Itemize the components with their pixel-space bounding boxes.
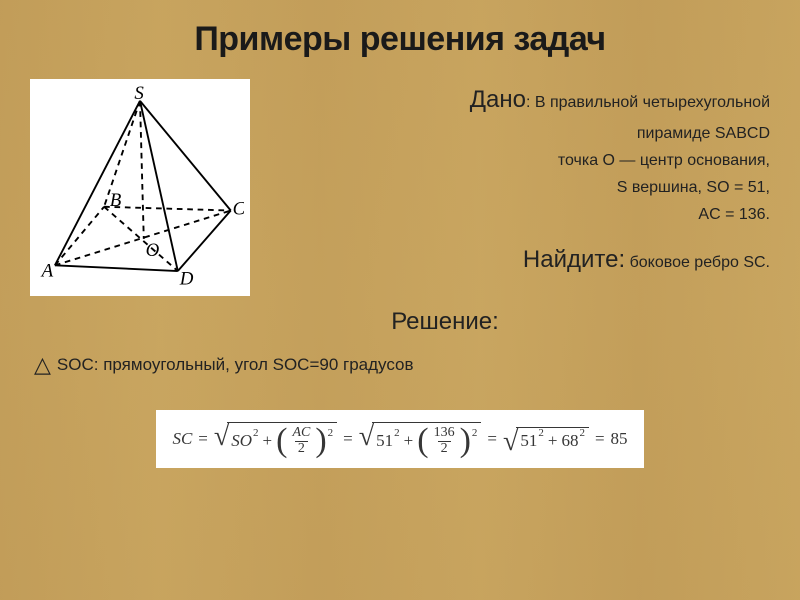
given-line-0: : В правильной четырехугольной <box>526 94 770 111</box>
sqrt-1: √ SO2 + ( AC 2 ) 2 <box>214 422 337 456</box>
triangle-text: SOC: прямоугольный, угол SOC=90 градусов <box>57 355 414 375</box>
vertex-b-label: B <box>110 190 122 211</box>
sqrt-2: √ 512 + ( 136 2 ) 2 <box>359 422 482 456</box>
given-line-4: AC = 136. <box>270 203 770 226</box>
vertex-d-label: D <box>179 268 194 285</box>
center-o-label: O <box>146 240 160 261</box>
formula-box: SC = √ SO2 + ( AC 2 ) 2 = <box>156 410 643 468</box>
given-title: Дано <box>470 86 526 113</box>
so-term: SO <box>231 431 252 451</box>
frac1-den: 2 <box>295 441 308 457</box>
page-title: Примеры решения задач <box>30 20 770 59</box>
given-line-3: S вершина, SO = 51, <box>270 176 770 199</box>
solution-label: Решение: <box>30 308 770 336</box>
frac2-num: 136 <box>431 426 458 441</box>
eq-4: = <box>595 429 605 449</box>
find-title: Найдите: <box>523 246 625 273</box>
so-exp: 2 <box>253 427 259 439</box>
given-line-2: точка O — центр основания, <box>270 149 770 172</box>
vertex-c-label: C <box>233 198 244 219</box>
vertex-a-label: A <box>40 261 54 282</box>
eq-3: = <box>487 429 497 449</box>
slide: Примеры решения задач S <box>0 0 800 600</box>
formula-lhs: SC <box>172 429 192 449</box>
frac2-den: 2 <box>438 441 451 457</box>
simp2-exp: 2 <box>579 427 585 439</box>
simp2: 68 <box>561 431 578 451</box>
pyramid-svg: S A B C D O <box>36 85 244 285</box>
vertex-s-label: S <box>134 85 144 104</box>
formula-wrap: SC = √ SO2 + ( AC 2 ) 2 = <box>30 410 770 468</box>
simp1-exp: 2 <box>538 427 544 439</box>
given-block: Дано: В правильной четырехугольной пирам… <box>270 79 770 281</box>
eq-1: = <box>198 429 208 449</box>
val1-exp: 2 <box>394 427 400 439</box>
frac2-exp: 2 <box>472 427 478 439</box>
result: 85 <box>611 429 628 449</box>
eq-2: = <box>343 429 353 449</box>
find-body: боковое ребро SC. <box>625 254 770 271</box>
content-row: S A B C D O Дано: В правильной четырехуг… <box>30 79 770 296</box>
triangle-statement: △ SOC: прямоугольный, угол SOC=90 градус… <box>34 352 770 378</box>
sqrt-3: √ 512 + 682 <box>503 427 589 452</box>
simp1: 51 <box>520 431 537 451</box>
delta-icon: △ <box>34 352 51 378</box>
pyramid-figure: S A B C D O <box>30 79 250 296</box>
frac1-num: AC <box>289 426 313 441</box>
frac1-exp: 2 <box>328 427 334 439</box>
given-line-1: пирамиде SABCD <box>270 122 770 145</box>
val1: 51 <box>376 431 393 451</box>
